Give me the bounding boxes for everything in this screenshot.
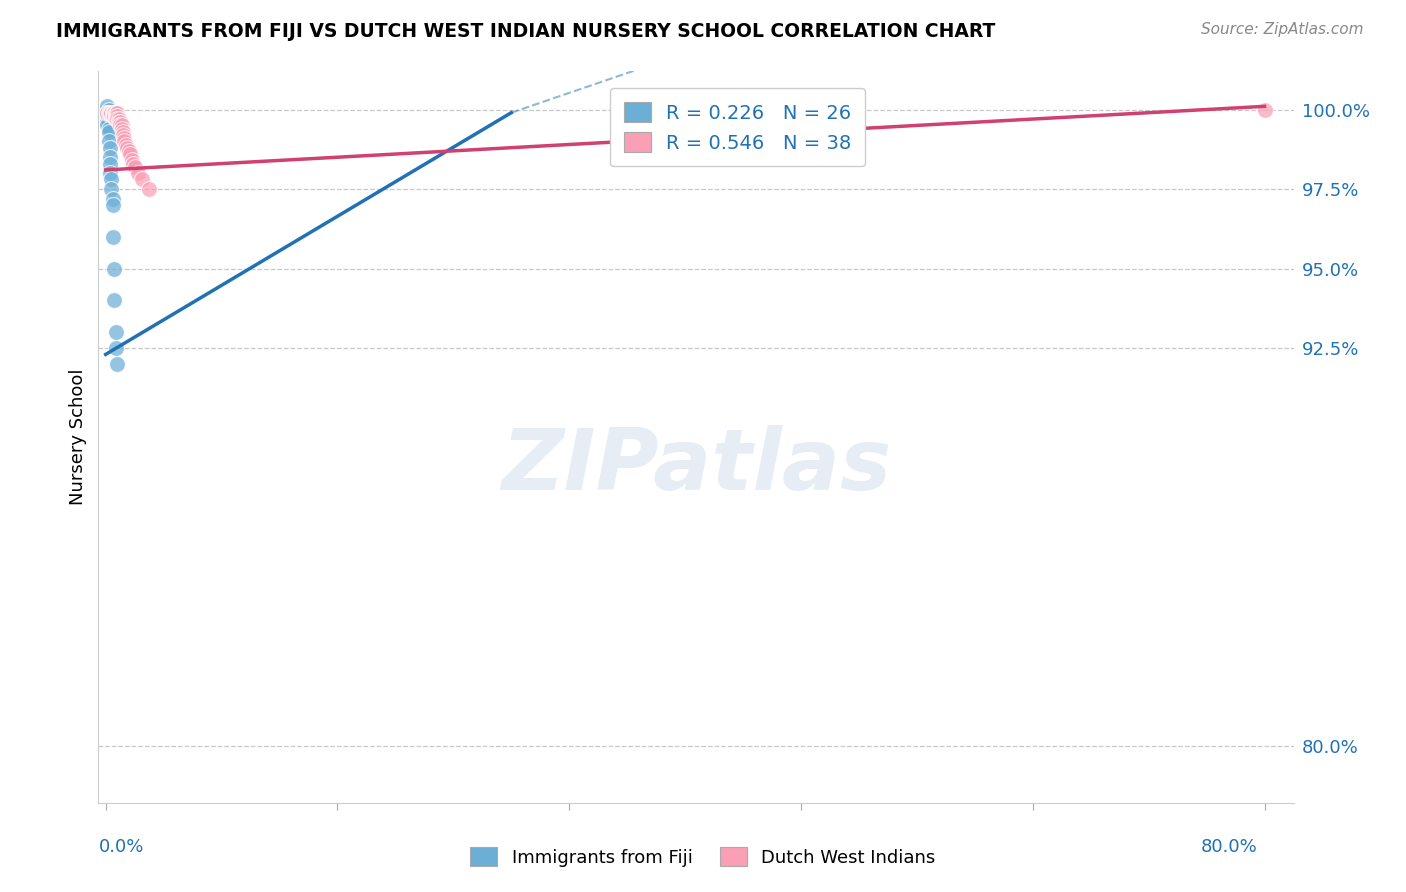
Point — [104, 112, 127, 126]
Point — [121, 153, 143, 168]
Point — [120, 147, 142, 161]
Point — [104, 105, 127, 120]
Point — [107, 112, 129, 126]
Point — [108, 119, 131, 133]
Point — [114, 131, 136, 145]
Text: 80.0%: 80.0% — [1201, 838, 1257, 856]
Point — [97, 121, 120, 136]
Point — [110, 121, 132, 136]
Point — [122, 156, 145, 170]
Point — [103, 109, 125, 123]
Point — [101, 198, 124, 212]
Point — [100, 105, 122, 120]
Point — [138, 182, 160, 196]
Point — [105, 105, 128, 120]
Point — [97, 112, 120, 126]
Point — [97, 125, 120, 139]
Point — [104, 109, 127, 123]
Point — [107, 115, 129, 129]
Point — [118, 144, 141, 158]
Point — [96, 109, 118, 123]
Point — [112, 125, 135, 139]
Point — [96, 119, 118, 133]
Point — [103, 105, 125, 120]
Point — [96, 105, 118, 120]
Point — [101, 109, 124, 123]
Point — [105, 357, 128, 371]
Point — [101, 192, 124, 206]
Point — [103, 105, 125, 120]
Point — [98, 105, 121, 120]
Point — [117, 141, 139, 155]
Point — [105, 112, 128, 126]
Point — [104, 325, 127, 339]
Point — [96, 115, 118, 129]
Point — [100, 172, 122, 186]
Point — [103, 261, 125, 276]
Point — [100, 105, 122, 120]
Point — [115, 137, 138, 152]
Point — [101, 229, 124, 244]
Point — [97, 105, 120, 120]
Point — [103, 293, 125, 308]
Point — [97, 134, 120, 148]
Point — [124, 160, 146, 174]
Point — [97, 103, 120, 117]
Y-axis label: Nursery School: Nursery School — [69, 368, 87, 506]
Point — [101, 105, 124, 120]
Point — [100, 182, 122, 196]
Text: Source: ZipAtlas.com: Source: ZipAtlas.com — [1201, 22, 1364, 37]
Point — [127, 166, 149, 180]
Legend: R = 0.226   N = 26, R = 0.546   N = 38: R = 0.226 N = 26, R = 0.546 N = 38 — [610, 88, 865, 167]
Point — [97, 115, 120, 129]
Point — [105, 109, 128, 123]
Point — [96, 105, 118, 120]
Point — [110, 119, 132, 133]
Text: ZIPatlas: ZIPatlas — [501, 425, 891, 508]
Point — [98, 141, 121, 155]
Text: 0.0%: 0.0% — [98, 838, 143, 856]
Point — [108, 115, 131, 129]
Point — [1253, 103, 1275, 117]
Text: IMMIGRANTS FROM FIJI VS DUTCH WEST INDIAN NURSERY SCHOOL CORRELATION CHART: IMMIGRANTS FROM FIJI VS DUTCH WEST INDIA… — [56, 22, 995, 41]
Point — [97, 105, 120, 120]
Point — [101, 105, 124, 120]
Point — [112, 128, 135, 142]
Legend: Immigrants from Fiji, Dutch West Indians: Immigrants from Fiji, Dutch West Indians — [463, 840, 943, 874]
Point — [98, 166, 121, 180]
Point — [98, 156, 121, 170]
Point — [114, 134, 136, 148]
Point — [104, 341, 127, 355]
Point — [96, 99, 118, 113]
Point — [98, 150, 121, 164]
Point — [131, 172, 153, 186]
